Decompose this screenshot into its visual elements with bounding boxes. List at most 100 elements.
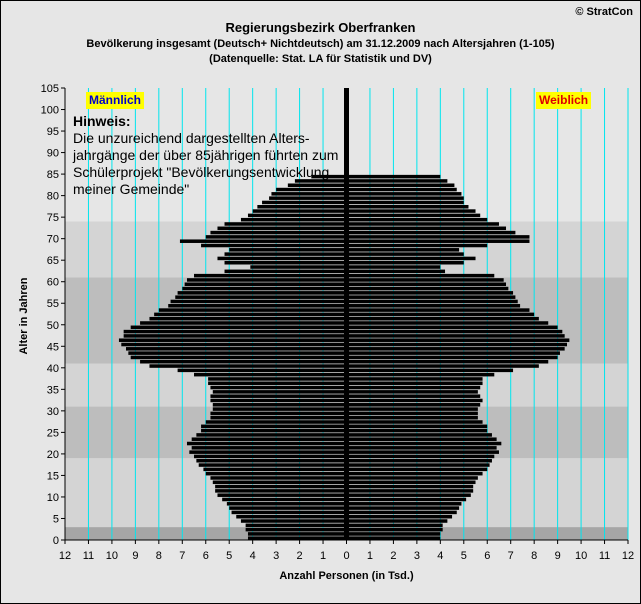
bar-male (194, 454, 347, 459)
bar-male (210, 476, 347, 480)
bar-male (217, 493, 347, 497)
y-tick-label: 60 (47, 277, 59, 289)
bar-male (269, 196, 347, 200)
bar-female (346, 407, 478, 411)
bar-female (346, 252, 464, 256)
x-tick-label: 11 (599, 550, 610, 562)
bar-female (346, 304, 521, 308)
bar-male (250, 265, 347, 269)
bar-male (149, 316, 347, 321)
bar-female (346, 519, 448, 523)
bar-male (247, 213, 347, 218)
bar-female (346, 351, 560, 355)
bar-female (346, 273, 495, 278)
bar-female (346, 359, 549, 364)
bar-male (198, 463, 347, 467)
bar-male (287, 183, 347, 188)
bar-female (346, 355, 558, 360)
bar-female (346, 463, 490, 467)
bar-male (276, 187, 347, 192)
x-tick-label: 2 (297, 550, 303, 562)
bar-female (346, 200, 464, 205)
bar-female (346, 299, 518, 304)
bar-male (224, 222, 347, 226)
bar-male (194, 273, 347, 278)
x-tick-label: 7 (179, 550, 185, 562)
bar-male (212, 403, 347, 407)
bar-male (210, 398, 347, 403)
bar-male (125, 347, 347, 351)
x-tick-label: 0 (343, 550, 349, 562)
bar-male (226, 502, 347, 506)
bar-male (177, 368, 347, 373)
y-tick-label: 95 (47, 126, 59, 138)
y-tick-label: 90 (47, 148, 59, 160)
x-tick-label: 1 (320, 550, 326, 562)
bar-male (231, 510, 347, 515)
chart-title: Regierungsbezirk Oberfranken (225, 20, 416, 35)
bar-female (346, 527, 443, 532)
bar-female (346, 420, 483, 424)
bar-female (346, 502, 462, 506)
bar-female (346, 471, 483, 476)
x-tick-label: 9 (132, 550, 138, 562)
bar-male (210, 415, 347, 420)
bar-female (346, 480, 476, 485)
bar-male (247, 536, 347, 540)
bar-female (346, 377, 483, 381)
bar-male (208, 377, 347, 381)
bar-male (201, 243, 347, 248)
bar-female (346, 217, 488, 222)
bar-male (212, 390, 347, 394)
bar-female (346, 243, 488, 248)
bar-male (245, 527, 347, 532)
bar-female (346, 523, 443, 528)
bar-male (240, 217, 347, 222)
bar-female (346, 372, 495, 377)
bar-male (210, 385, 347, 390)
x-tick-label: 12 (622, 550, 634, 562)
y-tick-label: 20 (47, 449, 59, 461)
bar-female (346, 454, 495, 459)
bar-female (346, 239, 530, 243)
x-tick-label: 2 (390, 550, 396, 562)
bar-male (130, 325, 347, 330)
bar-male (240, 519, 347, 523)
bar-male (191, 437, 347, 441)
bar-female (346, 467, 488, 472)
y-tick-label: 30 (47, 406, 59, 418)
bar-male (212, 407, 347, 411)
bar-female (346, 265, 441, 269)
bar-male (196, 458, 347, 463)
bar-female (346, 308, 530, 312)
bar-female (346, 325, 558, 330)
note-box: Hinweis: Die unzureichend dargestellten … (73, 113, 343, 198)
bar-female (346, 536, 441, 540)
bar-female (346, 196, 464, 200)
bar-female (346, 338, 570, 342)
bar-female (346, 316, 539, 321)
x-tick-label: 3 (414, 550, 420, 562)
bar-male (224, 252, 347, 256)
bar-male (154, 312, 347, 317)
x-tick-label: 3 (273, 550, 279, 562)
y-tick-label: 25 (47, 427, 59, 439)
x-tick-label: 8 (531, 550, 537, 562)
bar-male (210, 394, 347, 398)
bar-male (140, 359, 347, 364)
y-tick-label: 15 (47, 470, 59, 482)
bar-male (128, 351, 347, 355)
bar-female (346, 403, 481, 407)
bar-female (346, 226, 507, 231)
y-tick-label: 10 (47, 492, 59, 504)
bar-female (346, 364, 539, 368)
x-tick-label: 4 (250, 550, 256, 562)
x-tick-label: 7 (508, 550, 514, 562)
bar-male (184, 282, 347, 287)
bar-female (346, 433, 492, 437)
y-axis-label: Alter in Jahren (18, 277, 30, 355)
bar-female (346, 510, 457, 515)
bar-male (215, 484, 347, 489)
bar-female (346, 334, 565, 338)
